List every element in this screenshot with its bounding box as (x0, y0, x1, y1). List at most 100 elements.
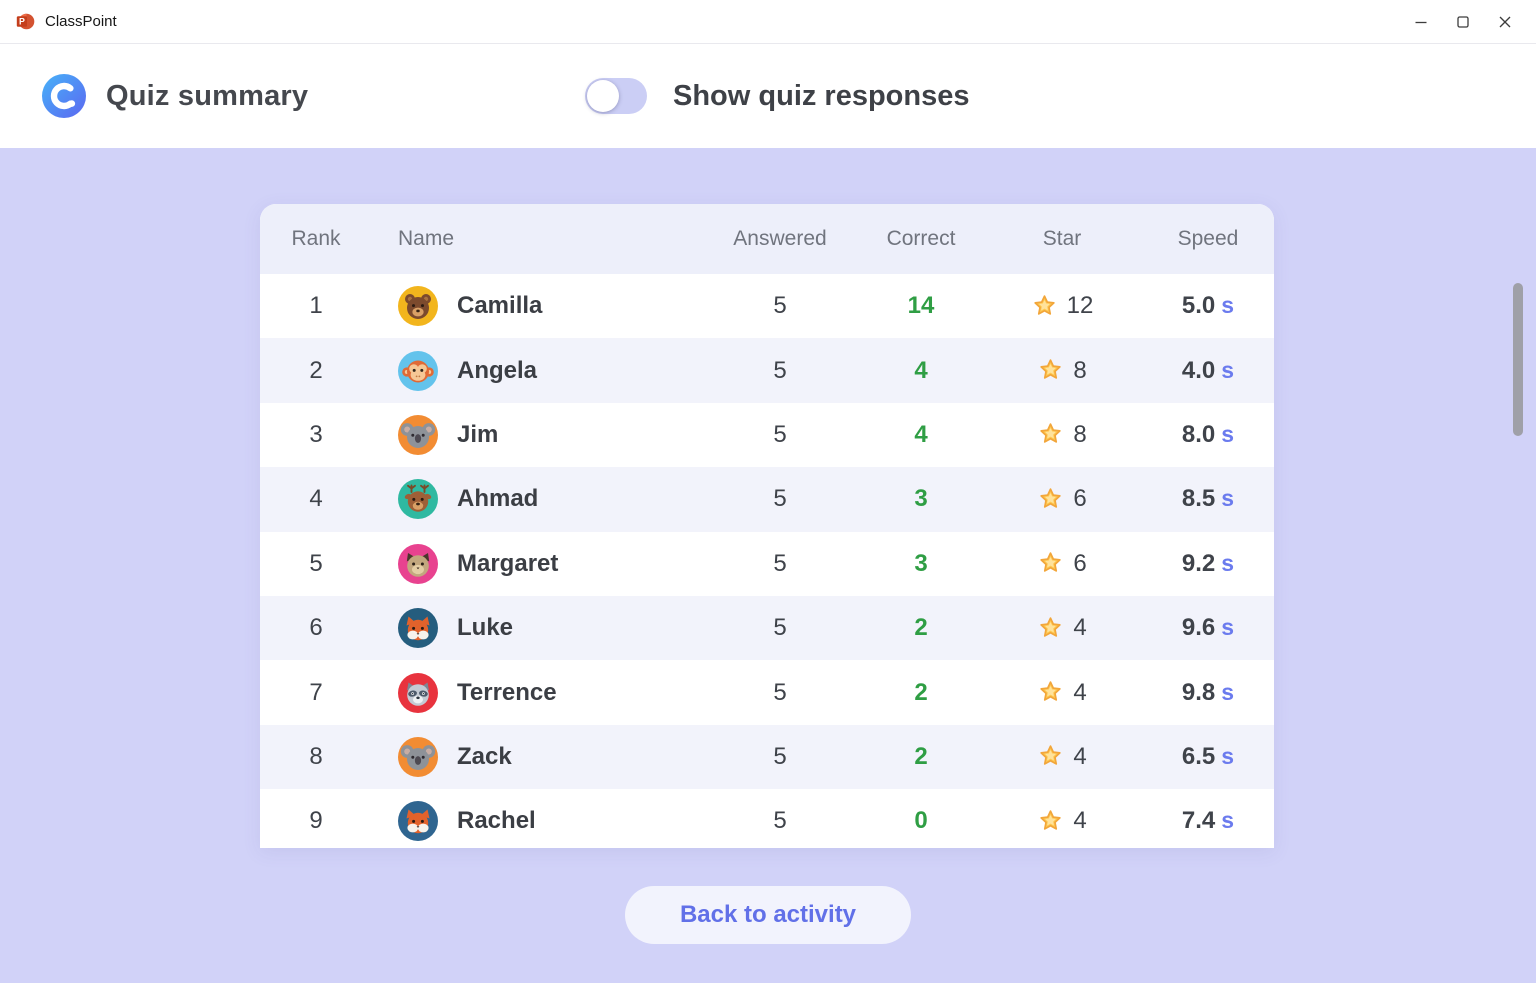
minimize-icon[interactable] (1412, 13, 1430, 31)
table-header-row: Rank Name Answered Correct Star Speed (260, 204, 1274, 274)
avatar (398, 479, 438, 520)
close-icon[interactable] (1496, 13, 1514, 31)
star-count: 12 (1066, 292, 1094, 320)
rank-value: 6 (309, 614, 323, 642)
avatar (398, 608, 438, 649)
correct-value: 2 (914, 742, 928, 770)
answered-value: 5 (773, 807, 787, 835)
correct-value: 4 (914, 420, 928, 448)
classpoint-logo-icon (42, 74, 86, 118)
back-to-activity-button[interactable]: Back to activity (625, 886, 911, 944)
answered-value: 5 (773, 292, 787, 320)
answered-value: 5 (773, 742, 787, 770)
speed-cell: 5.0 s (1142, 292, 1274, 320)
answered-value: 5 (773, 678, 787, 706)
column-header-rank: Rank (291, 227, 341, 250)
rank-value: 2 (309, 356, 323, 384)
speed-unit: s (1221, 742, 1235, 769)
player-name: Angela (457, 356, 538, 384)
avatar (398, 672, 438, 713)
rank-value: 5 (309, 549, 323, 577)
table-row: 3 Jim 5 4 8 8.0 s (260, 402, 1274, 468)
rank-value: 4 (309, 485, 323, 513)
speed-unit: s (1221, 485, 1235, 512)
star-icon (1037, 486, 1064, 513)
avatar (398, 543, 438, 584)
column-header-answered: Answered (733, 227, 827, 250)
brand: Quiz summary (42, 74, 308, 118)
app-title: ClassPoint (45, 13, 117, 30)
avatar (398, 286, 438, 327)
speed-value: 8.0 (1181, 420, 1216, 448)
star-count: 8 (1073, 420, 1087, 448)
speed-cell: 9.6 s (1142, 614, 1274, 642)
star-icon (1037, 550, 1064, 577)
rank-value: 8 (309, 742, 323, 770)
name-cell: Ahmad (372, 479, 700, 520)
scrollbar-thumb[interactable] (1513, 283, 1523, 436)
page-title: Quiz summary (106, 79, 309, 112)
star-icon (1037, 357, 1064, 384)
name-cell: Angela (372, 350, 700, 391)
correct-value: 0 (914, 807, 928, 835)
table-row: 2 Angela 5 4 8 4.0 s (260, 338, 1274, 403)
table-row: 8 Zack 5 2 4 6.5 s (260, 724, 1274, 790)
player-name: Jim (457, 420, 499, 448)
player-name: Rachel (457, 807, 536, 835)
star-icon (1037, 743, 1064, 770)
correct-value: 2 (914, 678, 928, 706)
table-row: 9 Rachel 5 0 4 7.4 s (260, 789, 1274, 848)
star-count: 4 (1073, 742, 1087, 770)
player-name: Margaret (457, 549, 559, 577)
answered-value: 5 (773, 356, 787, 384)
table-row: 7 Terrence 5 2 4 9.8 s (260, 660, 1274, 725)
column-header-speed: Speed (1177, 227, 1239, 250)
show-responses-toggle[interactable] (585, 78, 647, 114)
show-responses-control: Show quiz responses (585, 78, 970, 114)
avatar (398, 736, 438, 777)
star-count: 6 (1073, 549, 1087, 577)
speed-cell: 9.8 s (1142, 679, 1274, 707)
table-row: 5 Margaret 5 3 6 9.2 s (260, 531, 1274, 596)
name-cell: Rachel (372, 801, 700, 842)
header: Quiz summary Show quiz responses (0, 44, 1536, 148)
table-row: 4 Ahmad 5 3 6 8.5 s (260, 467, 1274, 532)
maximize-icon[interactable] (1454, 13, 1472, 31)
speed-cell: 8.5 s (1142, 485, 1274, 513)
speed-cell: 9.2 s (1142, 550, 1274, 578)
correct-value: 3 (914, 485, 928, 513)
avatar (398, 801, 438, 842)
table-body: 1 Camilla 5 14 12 5.0 s 2 (260, 274, 1274, 848)
avatar (398, 414, 438, 455)
player-name: Terrence (457, 678, 557, 706)
speed-cell: 4.0 s (1142, 357, 1274, 385)
star-count: 8 (1073, 356, 1087, 384)
speed-unit: s (1221, 549, 1235, 576)
star-icon (1031, 293, 1058, 320)
rank-value: 3 (309, 420, 323, 448)
star-cell: 4 (982, 614, 1142, 642)
correct-value: 3 (914, 549, 928, 577)
answered-value: 5 (773, 614, 787, 642)
rank-value: 7 (309, 678, 323, 706)
name-cell: Zack (372, 736, 700, 777)
star-cell: 6 (982, 550, 1142, 578)
main-area: Rank Name Answered Correct Star Speed 1 … (0, 148, 1536, 983)
window-controls (1412, 13, 1520, 31)
rank-value: 1 (309, 292, 323, 320)
svg-text:P: P (19, 17, 25, 27)
column-header-star: Star (1042, 227, 1082, 250)
table-row: 1 Camilla 5 14 12 5.0 s (260, 274, 1274, 339)
leaderboard-table: Rank Name Answered Correct Star Speed 1 … (260, 204, 1274, 848)
toggle-knob (587, 80, 619, 112)
star-count: 4 (1073, 678, 1087, 706)
speed-value: 7.4 (1181, 807, 1216, 835)
star-cell: 12 (982, 292, 1142, 320)
speed-value: 9.8 (1181, 678, 1216, 706)
correct-value: 2 (914, 614, 928, 642)
speed-cell: 7.4 s (1142, 807, 1274, 835)
star-cell: 4 (982, 743, 1142, 771)
star-cell: 4 (982, 807, 1142, 835)
speed-value: 8.5 (1181, 485, 1216, 513)
name-cell: Margaret (372, 543, 700, 584)
